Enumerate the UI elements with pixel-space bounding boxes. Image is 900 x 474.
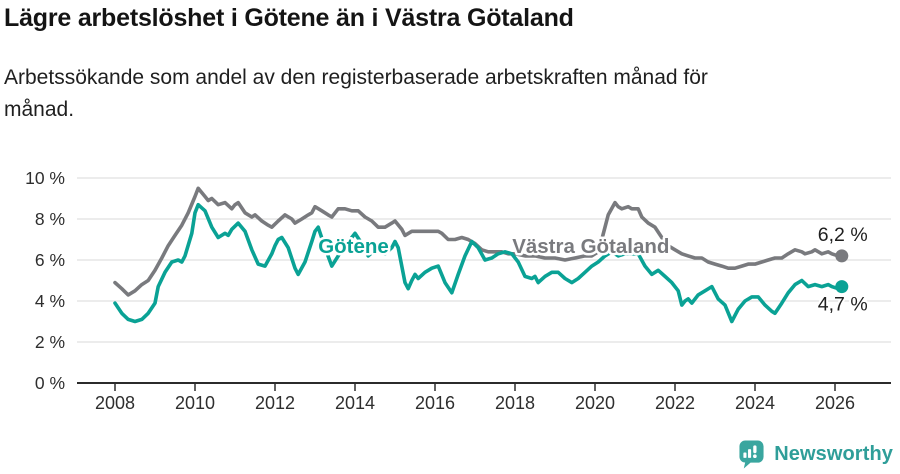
- y-axis-tick-label: 2 %: [35, 332, 65, 352]
- series-end-value-label: 4,7 %: [818, 294, 868, 316]
- y-axis-tick-label: 10 %: [25, 168, 65, 188]
- y-axis-tick-label: 6 %: [35, 250, 65, 270]
- x-axis-tick-label: 2010: [175, 393, 215, 413]
- brand-name: Newsworthy: [774, 442, 893, 465]
- x-axis-tick-label: 2008: [95, 393, 135, 413]
- series-label: Västra Götaland: [512, 235, 669, 258]
- x-axis-tick-label: 2018: [495, 393, 535, 413]
- newsworthy-logo-icon: [738, 439, 765, 469]
- series-line-g-tene: [113, 202, 844, 324]
- y-axis-tick-label: 8 %: [35, 209, 65, 229]
- series-end-dot: [835, 280, 849, 294]
- x-axis-tick-label: 2026: [815, 393, 855, 413]
- series-label: Götene: [318, 235, 389, 258]
- x-axis-tick-label: 2012: [255, 393, 295, 413]
- page-title: Lägre arbetslöshet i Götene än i Västra …: [4, 4, 574, 32]
- y-axis-tick-label: 0 %: [35, 373, 65, 393]
- series-end-value-label: 6,2 %: [818, 224, 868, 246]
- x-axis-tick-label: 2024: [735, 393, 775, 413]
- chart-subtitle: Arbetssökande som andel av den registerb…: [4, 66, 708, 121]
- line-chart: 0 % 2 % 4 % 6 % 8 % 10 % 2008 2010 2012 2014 2016 2…: [25, 168, 891, 413]
- x-axis-tick-label: 2016: [415, 393, 455, 413]
- y-axis-tick-label: 4 %: [35, 291, 65, 311]
- x-axis-tick-label: 2020: [575, 393, 615, 413]
- series-line-v-stra-g-taland: [113, 186, 844, 297]
- series-end-dot: [835, 249, 849, 263]
- x-axis-tick-label: 2014: [335, 393, 375, 413]
- x-axis-tick-label: 2022: [655, 393, 695, 413]
- brand-footer: Newsworthy: [738, 439, 893, 469]
